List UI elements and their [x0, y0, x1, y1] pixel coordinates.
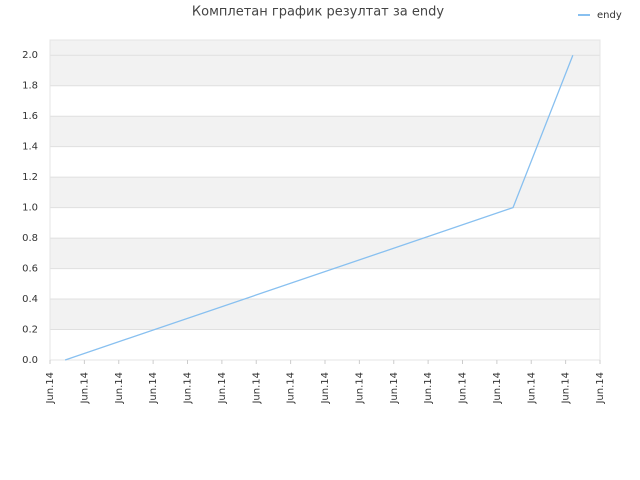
- x-tick-label: Jun.14: [561, 372, 572, 405]
- y-tick-label: 1.6: [22, 111, 38, 122]
- y-tick-label: 0.8: [22, 233, 38, 244]
- plot-band: [50, 85, 600, 117]
- x-tick-label: Jun.14: [79, 372, 90, 405]
- x-tick-label: Jun.14: [148, 372, 159, 405]
- plot-band: [50, 329, 600, 360]
- x-tick-label: Jun.14: [114, 372, 125, 405]
- y-tick-label: 0.4: [22, 294, 38, 305]
- x-tick-label: Jun.14: [183, 372, 194, 405]
- x-tick-label: Jun.14: [423, 372, 434, 405]
- x-tick-label: Jun.14: [217, 372, 228, 405]
- x-tick-label: Jun.14: [389, 372, 400, 405]
- x-tick-label: Jun.14: [595, 372, 606, 405]
- x-tick-label: Jun.14: [458, 372, 469, 405]
- y-tick-label: 1.2: [22, 172, 38, 183]
- y-tick-label: 0.6: [22, 264, 38, 275]
- x-tick-label: Jun.14: [526, 372, 537, 405]
- y-tick-label: 1.0: [22, 203, 38, 214]
- legend-label: endy: [597, 10, 622, 21]
- chart-title: Комплетан график резултат за endy: [192, 5, 444, 20]
- plot-band: [50, 207, 600, 239]
- y-tick-label: 0.2: [22, 325, 38, 336]
- y-tick-label: 0.0: [22, 355, 38, 366]
- plot-band: [50, 146, 600, 178]
- x-tick-label: Jun.14: [45, 372, 56, 405]
- x-tick-label: Jun.14: [492, 372, 503, 405]
- y-tick-label: 1.8: [22, 81, 38, 92]
- data-line: [64, 55, 574, 361]
- x-tick-label: Jun.14: [251, 372, 262, 405]
- y-tick-label: 1.4: [22, 142, 38, 153]
- y-tick-label: 2.0: [22, 50, 38, 61]
- x-tick-label: Jun.14: [320, 372, 331, 405]
- x-tick-label: Jun.14: [286, 372, 297, 405]
- x-tick-label: Jun.14: [354, 372, 365, 405]
- plot-band: [50, 268, 600, 300]
